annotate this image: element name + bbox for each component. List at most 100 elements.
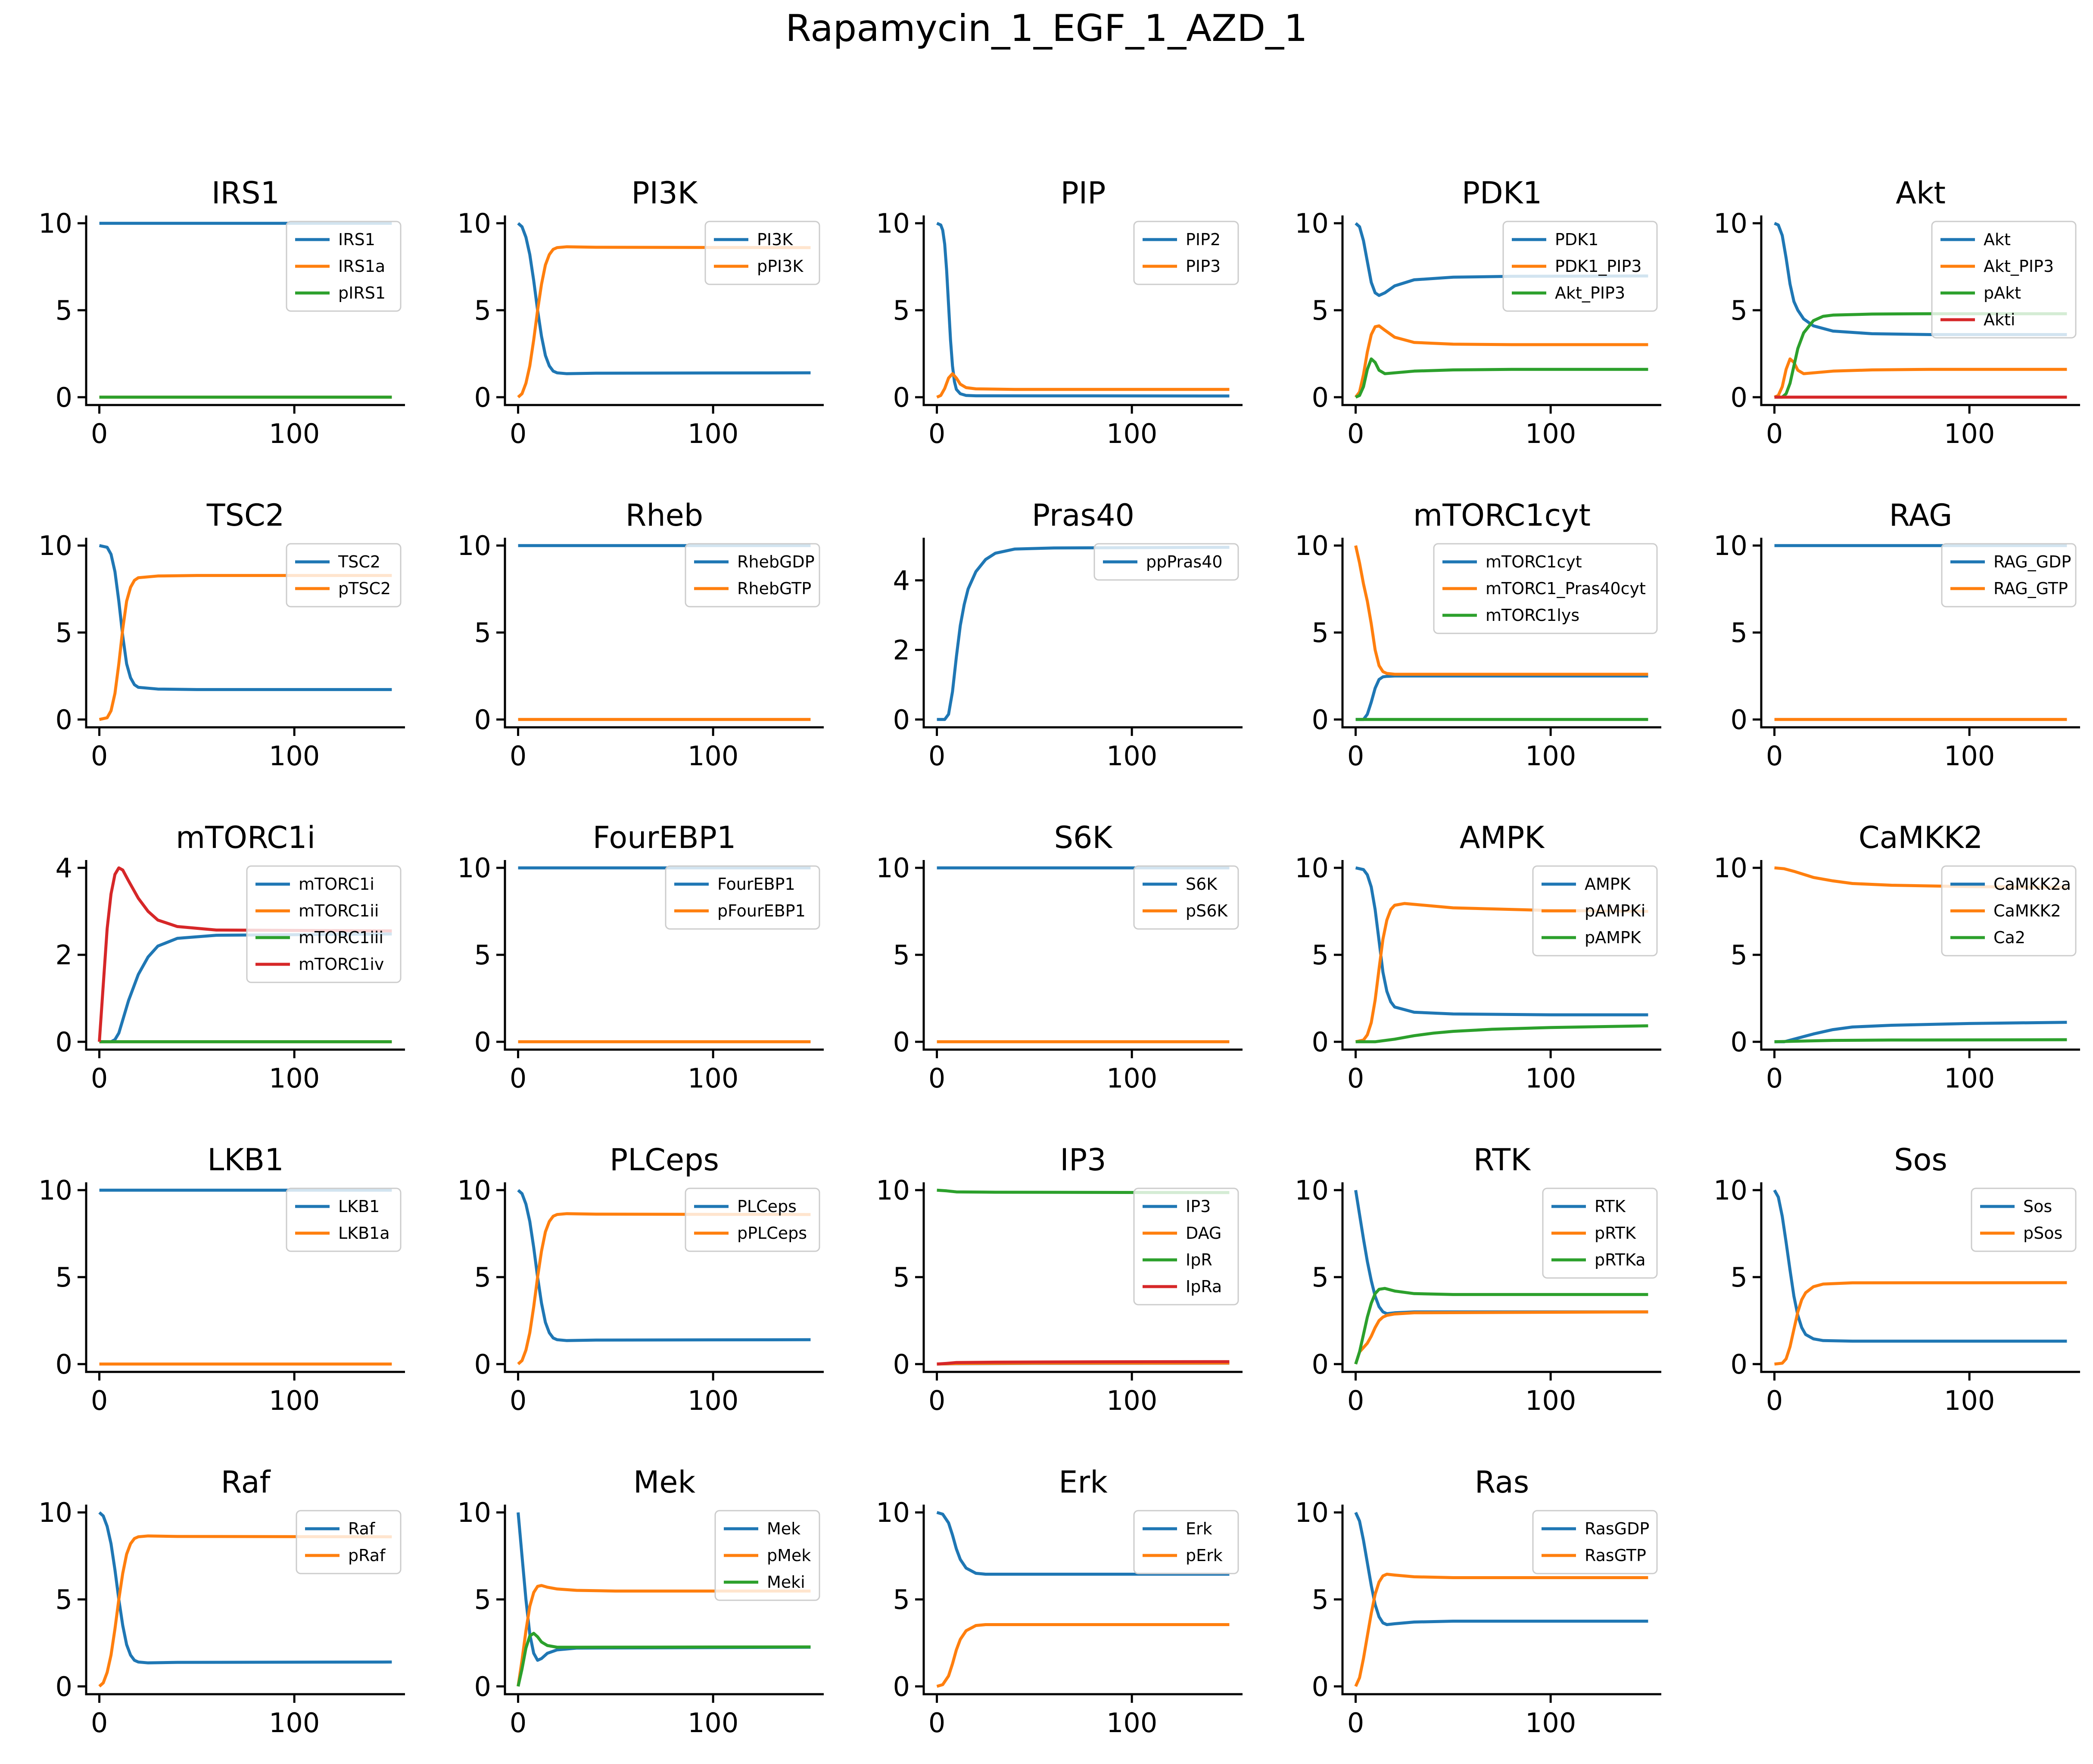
legend-frame [286,221,402,312]
y-tick-label: 2 [56,939,72,971]
y-tick-label: 5 [893,1584,910,1615]
series-line-ca2 [1774,1038,2067,1044]
legend-frame [1971,1187,2077,1252]
legend-frame [704,221,820,285]
legend-label: Sos [2023,1197,2052,1216]
x-tick-label: 0 [1766,740,1783,772]
legend-label: Akt [1984,230,2011,249]
series-line-psos [1774,1281,2067,1366]
legend: Raf pRaf [296,1510,402,1574]
legend-label: mTORC1ii [299,901,379,920]
y-tick-label: 10 [457,1175,491,1206]
series-line-meki [517,1632,811,1687]
legend: mTORC1i mTORC1ii mTORC1iii mTORC1iv [246,865,402,983]
y-tick-label: 0 [1731,1349,1747,1380]
subplot-title: PIP [1060,175,1106,211]
y-tick-label: 0 [893,1349,910,1380]
y-tick-label: 0 [56,704,72,736]
legend-frame [1941,865,2077,957]
y-tick-label: 10 [1295,1497,1329,1528]
series-line-plceps [517,1189,811,1342]
subplot-title: LKB1 [207,1142,283,1178]
y-tick-label: 5 [474,295,491,326]
legend-label: Akti [1984,310,2015,329]
x-tick-label: 100 [1944,1385,1995,1416]
x-tick-label: 100 [269,418,320,449]
y-tick-label: 10 [1713,530,1747,561]
y-tick-label: 5 [1731,939,1747,971]
legend-label: mTORC1iv [299,955,384,974]
legend: CaMKK2a CaMKK2 Ca2 [1941,865,2077,957]
x-tick-label: 0 [1347,418,1364,449]
legend-label: PDK1_PIP3 [1555,257,1642,276]
legend: AMPK pAMPKi pAMPK [1532,865,1658,957]
legend: PLCeps pPLCeps [685,1187,820,1252]
subplot-title: Akt [1896,175,1946,211]
series-line-pampk [1355,1024,1648,1044]
y-tick-label: 5 [56,295,72,326]
x-tick-label: 0 [91,1707,108,1739]
subplot-title: PI3K [631,175,698,211]
y-tick-label: 0 [474,382,491,413]
x-tick-label: 100 [1944,418,1995,449]
x-tick-label: 0 [91,1385,108,1416]
y-tick-label: 0 [1731,382,1747,413]
series-line-pdk1-pip3 [1354,324,1648,398]
x-tick-label: 0 [928,1707,945,1739]
y-tick-label: 0 [56,1349,72,1380]
y-tick-label: 5 [474,617,491,648]
x-tick-label: 0 [928,740,945,772]
x-tick-label: 0 [91,1063,108,1094]
legend: PIP2 PIP3 [1133,221,1239,285]
subplot-title: PDK1 [1462,175,1542,211]
legend-label: pPI3K [757,257,804,276]
y-tick-label: 0 [1312,704,1329,736]
x-tick-label: 0 [1347,740,1364,772]
legend-label: IpR [1186,1250,1212,1269]
x-tick-label: 100 [1525,740,1576,772]
y-tick-label: 0 [474,1671,491,1702]
series-line-pmek [517,1584,811,1687]
subplot-title: AMPK [1460,820,1545,855]
y-tick-label: 10 [876,852,910,884]
legend-label: IpRa [1186,1277,1222,1296]
y-tick-label: 4 [893,565,910,596]
legend-label: Ca2 [1993,928,2025,947]
subplot-title: Mek [633,1465,695,1500]
y-tick-label: 0 [1731,704,1747,736]
legend: IP3 DAG IpR IpRa [1133,1187,1239,1306]
legend-label: pPLCeps [737,1224,807,1243]
legend-label: pErk [1186,1546,1223,1565]
series-line-pplceps [517,1212,811,1365]
legend-frame [665,865,820,930]
legend-label: CaMKK2a [1993,875,2071,894]
y-tick-label: 5 [56,1584,72,1615]
y-tick-label: 10 [1713,208,1747,239]
y-tick-label: 0 [56,382,72,413]
legend-label: IRS1a [338,257,385,276]
subplot-title: PLCeps [610,1142,719,1178]
subplot-title: IRS1 [212,175,280,211]
y-tick-label: 0 [1312,382,1329,413]
series-line-rasgtp [1354,1573,1648,1687]
y-tick-label: 10 [876,1497,910,1528]
legend: RasGDP RasGTP [1532,1510,1658,1574]
y-tick-label: 2 [893,634,910,666]
legend-frame [714,1510,820,1601]
legend-label: pAkt [1984,284,2021,302]
legend-label: mTORC1cyt [1486,552,1582,571]
series-line-pakt [1774,312,2067,399]
y-tick-label: 5 [1312,295,1329,326]
subplot-title: mTORC1i [176,820,315,855]
y-tick-label: 5 [56,617,72,648]
legend-label: pAMPK [1585,928,1641,947]
y-tick-label: 5 [893,295,910,326]
subplot-title: RAG [1889,498,1953,533]
x-tick-label: 100 [1106,1385,1157,1416]
legend-label: RAG_GTP [1993,579,2068,598]
y-tick-label: 5 [1312,939,1329,971]
x-tick-label: 100 [1944,740,1995,772]
